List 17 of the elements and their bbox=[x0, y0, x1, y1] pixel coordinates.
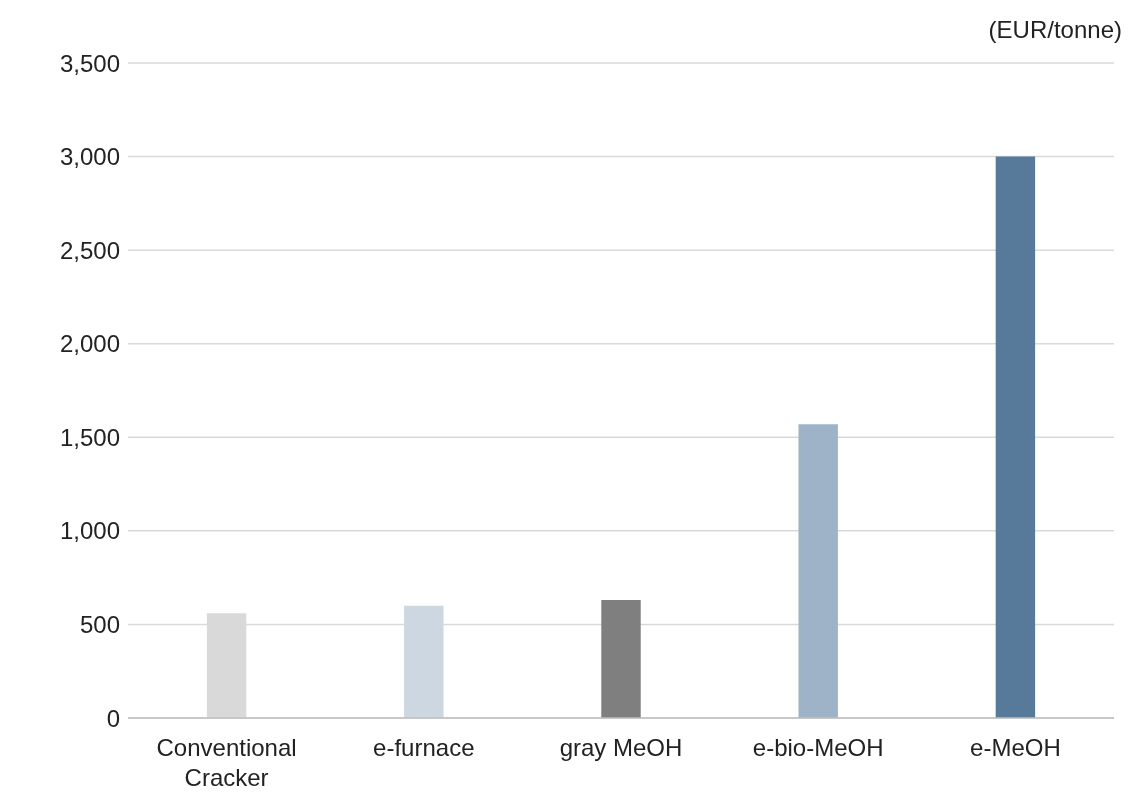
y-tick-label: 2,500 bbox=[59, 236, 120, 264]
y-axis-title: (EUR/tonne) bbox=[988, 16, 1122, 44]
x-tick-label: Conventional Cracker bbox=[156, 734, 297, 791]
y-tick-label: 1,500 bbox=[59, 423, 120, 451]
bar bbox=[601, 600, 641, 718]
y-tick-label: 500 bbox=[79, 610, 120, 638]
y-tick-label: 3,000 bbox=[59, 143, 120, 171]
x-tick-label: e-furnace bbox=[373, 734, 475, 761]
y-tick-label: 0 bbox=[106, 704, 120, 732]
bar bbox=[798, 424, 838, 718]
x-tick-label: e-MeOH bbox=[970, 734, 1061, 761]
x-tick-label: gray MeOH bbox=[559, 734, 683, 761]
x-tick-label: e-bio-MeOH bbox=[752, 734, 884, 761]
y-tick-label: 2,000 bbox=[59, 330, 120, 358]
bar bbox=[995, 156, 1036, 718]
y-tick-label: 1,000 bbox=[59, 517, 120, 545]
y-tick-label: 3,500 bbox=[59, 49, 120, 77]
